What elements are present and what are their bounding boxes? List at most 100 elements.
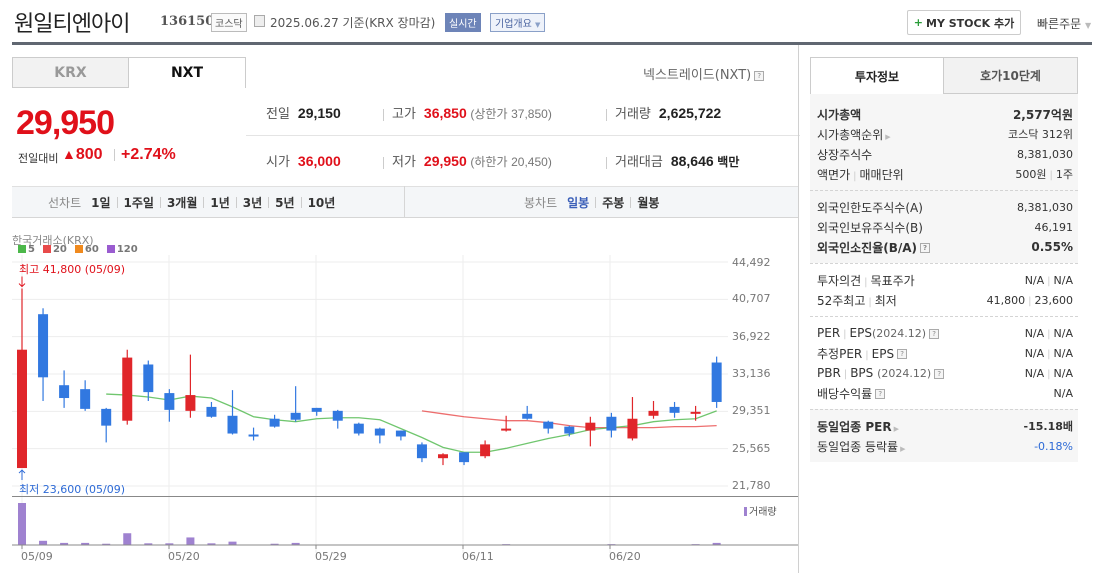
divider xyxy=(383,156,384,169)
calendar-clock-icon xyxy=(254,15,265,27)
valuation-group: PER | EPS(2024.12)? N/A | N/A 추정PER | EPS? N/A | N… xyxy=(810,316,1078,409)
row-market-cap: 시가총액 2,577억원 xyxy=(817,107,1073,122)
period-10y[interactable]: 10년 xyxy=(307,196,336,210)
period-3m[interactable]: 3개월 xyxy=(166,196,198,210)
row-dividend-yield: 배당수익률? N/A xyxy=(817,386,1073,401)
divider xyxy=(606,156,607,169)
legend-ma120: 120 xyxy=(106,244,138,255)
period-5y[interactable]: 5년 xyxy=(275,196,295,210)
row-market-cap-rank[interactable]: 시가총액순위 ▶ 코스닥 312위 xyxy=(817,127,1073,142)
legend-ma20: 20 xyxy=(42,244,67,255)
row-listed-shares: 상장주식수 8,381,030 xyxy=(817,147,1073,162)
realtime-button[interactable]: 실시간 xyxy=(445,13,481,32)
line-chart-periods: 선차트 1일 1주일 3개월 1년 3년 5년 10년 xyxy=(48,194,335,211)
tab-krx[interactable]: KRX xyxy=(12,57,129,88)
y-tick: 21,780 xyxy=(732,479,771,492)
stat-label: 전일 xyxy=(266,106,290,121)
divider xyxy=(300,197,302,208)
stat-value: 36,850 xyxy=(423,105,467,121)
foreign-group: 외국인한도주식수(A) 8,381,030 외국인보유주식수(B) 46,191 외… xyxy=(810,190,1078,263)
nextrade-text: 넥스트레이드(NXT) xyxy=(643,68,752,83)
market-cap-group: 시가총액 2,577억원 시가총액순위 ▶ 코스닥 312위 상장주식수 8,381,0… xyxy=(810,94,1078,190)
x-tick: 06/11 xyxy=(462,550,494,563)
help-icon[interactable]: ? xyxy=(920,243,931,253)
divider xyxy=(383,108,384,121)
stat-sub-label: (하한가 xyxy=(470,155,508,169)
y-tick: 40,707 xyxy=(732,292,771,305)
row-foreign-ratio: 외국인소진율(B/A)? 0.55% xyxy=(817,240,1073,255)
divider xyxy=(114,149,115,161)
help-icon[interactable]: ? xyxy=(875,389,886,399)
divider xyxy=(268,197,270,208)
chart-toolbar xyxy=(12,186,798,218)
chevron-down-icon: ▼ xyxy=(1085,21,1092,30)
volume-divider xyxy=(12,496,798,497)
row-industry-change[interactable]: 동일업종 등락률 ▶ -0.18% xyxy=(817,439,1073,454)
stock-code: 136150 xyxy=(160,14,215,29)
stat-label: 고가 xyxy=(392,106,416,121)
legend-ma5: 5 xyxy=(18,244,35,255)
stat-volume: 거래량 2,625,722 xyxy=(606,103,721,122)
plus-icon: + xyxy=(913,16,924,29)
divider xyxy=(235,197,237,208)
help-icon[interactable]: ? xyxy=(897,349,908,359)
period-3y[interactable]: 3년 xyxy=(242,196,263,210)
stat-trade-value: 거래대금 88,646 백만 xyxy=(606,151,739,170)
row-par-value: 액면가 | 매매단위 500원 | 1주 xyxy=(817,167,1073,182)
stat-value: 29,950 xyxy=(423,153,467,169)
row-industry-per[interactable]: 동일업종 PER ▶ -15.18배 xyxy=(817,419,1073,434)
divider xyxy=(203,197,205,208)
exchange-label: 한국거래소(KRX) xyxy=(12,234,94,247)
stats-divider xyxy=(246,135,800,136)
change-percent: +2.74% xyxy=(121,146,176,163)
help-icon[interactable]: ? xyxy=(934,368,945,379)
divider xyxy=(606,108,607,121)
low-annotation: 최저 23,600 (05/09) xyxy=(19,483,126,496)
nextrade-label: 넥스트레이드(NXT)? xyxy=(643,64,765,83)
ma-legend: 5 20 60 120 xyxy=(18,244,138,255)
toolbar-divider xyxy=(404,186,405,218)
my-stock-label: MY STOCK 추가 xyxy=(926,16,1015,30)
period-1d[interactable]: 1일 xyxy=(91,196,111,210)
quick-order-button[interactable]: 빠른주문 ▼ xyxy=(1037,15,1091,32)
stat-low: 저가 29,950 (하한가 20,450) xyxy=(383,151,552,170)
change-amount: 800 xyxy=(75,146,103,163)
help-icon[interactable]: ? xyxy=(929,328,940,339)
x-tick: 05/20 xyxy=(168,550,200,563)
y-tick: 33,136 xyxy=(732,367,771,380)
x-tick: 05/29 xyxy=(315,550,347,563)
stat-label: 거래대금 xyxy=(615,154,663,169)
row-foreign-holding: 외국인보유주식수(B) 46,191 xyxy=(817,220,1073,235)
my-stock-add-button[interactable]: + MY STOCK 추가 xyxy=(907,10,1021,35)
legend-ma60: 60 xyxy=(74,244,99,255)
company-name: 원일티엔아이 xyxy=(14,12,130,37)
divider xyxy=(116,197,118,208)
stat-value: 29,150 xyxy=(297,105,341,121)
price-chart[interactable] xyxy=(0,255,800,573)
period-1y[interactable]: 1년 xyxy=(210,196,230,210)
caret-right-icon: ▶ xyxy=(885,132,891,141)
period-weekly[interactable]: 주봉 xyxy=(602,196,625,210)
period-daily[interactable]: 일봉 xyxy=(567,196,590,210)
divider xyxy=(595,197,597,208)
high-annotation: 최고 41,800 (05/09) xyxy=(19,263,126,276)
row-per-eps: PER | EPS(2024.12)? N/A | N/A xyxy=(817,326,1073,340)
stat-sub-value: 20,450) xyxy=(511,155,552,169)
company-overview-button[interactable]: 기업개요 ▼ xyxy=(490,13,546,32)
tab-invest-info[interactable]: 투자정보 xyxy=(810,57,944,94)
opinion-group: 투자의견 | 목표주가 N/A | N/A 52주최고 | 최저 41,800 | 23,600 xyxy=(810,263,1078,316)
row-foreign-limit: 외국인한도주식수(A) 8,381,030 xyxy=(817,200,1073,215)
candle-chart-label: 봉차트 xyxy=(524,196,558,210)
x-tick: 05/09 xyxy=(21,550,53,563)
row-pbr-bps: PBR | BPS (2024.12)? N/A | N/A xyxy=(817,366,1073,380)
candle-chart-periods: 봉차트 일봉 주봉 월봉 xyxy=(524,194,659,211)
divider xyxy=(159,197,161,208)
divider xyxy=(630,197,632,208)
period-1w[interactable]: 1주일 xyxy=(123,196,154,210)
period-monthly[interactable]: 월봉 xyxy=(637,196,660,210)
tab-order-book[interactable]: 호가10단계 xyxy=(943,57,1078,94)
y-tick: 44,492 xyxy=(732,256,771,269)
help-icon[interactable]: ? xyxy=(754,70,765,81)
stat-label: 저가 xyxy=(392,154,416,169)
tab-nxt[interactable]: NXT xyxy=(128,57,246,88)
